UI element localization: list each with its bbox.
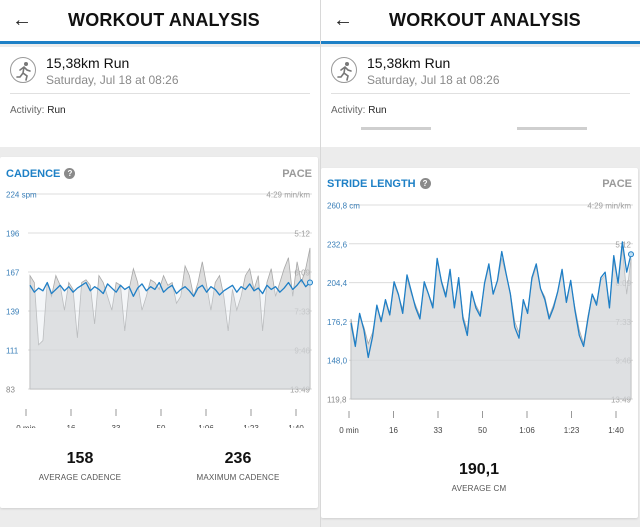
cutoff-text bbox=[361, 127, 431, 130]
y-right-tick-label: 13:49 bbox=[290, 386, 311, 395]
right-screen: ← WORKOUT ANALYSIS 15,38km Run Saturday,… bbox=[321, 0, 640, 527]
page-title: WORKOUT ANALYSIS bbox=[389, 10, 581, 30]
page-title: WORKOUT ANALYSIS bbox=[68, 10, 260, 30]
workout-summary: 15,38km Run Saturday, Jul 18 at 08:26 Ac… bbox=[321, 47, 640, 127]
y-left-tick-label: 224 spm bbox=[6, 191, 37, 200]
x-tick-label: 33 bbox=[434, 426, 443, 435]
running-person-icon bbox=[331, 57, 357, 83]
y-right-tick-label: 5:12 bbox=[615, 240, 631, 249]
previous-card-strip bbox=[321, 127, 640, 147]
activity-row: Activity: Run bbox=[10, 105, 66, 116]
y-left-tick-label: 83 bbox=[6, 386, 15, 395]
main-series-line bbox=[29, 279, 311, 297]
pace-toggle[interactable]: PACE bbox=[602, 178, 632, 190]
y-right-tick-label: 5:12 bbox=[294, 230, 310, 239]
cadence-title: CADENCE bbox=[6, 168, 61, 180]
average-cadence-value: 158 bbox=[66, 450, 94, 467]
x-tick-label: 1:06 bbox=[519, 426, 535, 435]
maximum-cadence-label: MAXIMUM CADENCE bbox=[196, 473, 280, 482]
y-left-tick-label: 204,4 bbox=[327, 279, 348, 288]
x-tick-label: 50 bbox=[157, 424, 166, 428]
arrow-left-icon[interactable]: ← bbox=[333, 9, 353, 31]
running-person-icon bbox=[10, 57, 36, 83]
y-left-tick-label: 176,2 bbox=[327, 318, 348, 327]
y-right-tick-label: 4:29 min/km bbox=[587, 202, 631, 211]
workout-summary: 15,38km Run Saturday, Jul 18 at 08:26 Ac… bbox=[0, 47, 320, 127]
x-tick-label: 1:40 bbox=[288, 424, 304, 428]
y-right-tick-label: 4:29 min/km bbox=[266, 191, 310, 200]
stride-title: STRIDE LENGTH bbox=[327, 178, 416, 190]
workout-date: Saturday, Jul 18 at 08:26 bbox=[46, 73, 179, 87]
x-tick-label: 33 bbox=[112, 424, 121, 428]
stride-length-card: STRIDE LENGTH? PACE 260,8 cm 4:29 min/km 2… bbox=[321, 168, 638, 518]
previous-card-strip bbox=[0, 127, 320, 147]
workout-name: 15,38km Run bbox=[367, 55, 451, 71]
maximum-cadence-stat: 236 MAXIMUM CADENCE bbox=[178, 450, 298, 482]
average-stride-label: AVERAGE CM bbox=[451, 484, 507, 493]
y-left-tick-label: 111 bbox=[6, 347, 19, 356]
series-end-marker bbox=[628, 251, 634, 258]
x-tick-label: 1:06 bbox=[198, 424, 214, 428]
main-series-line bbox=[350, 241, 632, 359]
x-tick-label: 0 min bbox=[339, 426, 359, 435]
y-left-tick-label: 167 bbox=[6, 269, 20, 278]
maximum-cadence-value: 236 bbox=[224, 450, 252, 467]
average-cadence-label: AVERAGE CADENCE bbox=[38, 473, 122, 482]
main-series-area bbox=[30, 279, 310, 389]
workout-name: 15,38km Run bbox=[46, 55, 130, 71]
stride-length-chart: 260,8 cm4:29 min/km232,65:12204,46:09176… bbox=[327, 202, 634, 435]
top-bar: ← WORKOUT ANALYSIS bbox=[321, 0, 640, 44]
y-left-tick-label: 232,6 bbox=[327, 240, 348, 249]
average-stride-value: 190,1 bbox=[458, 461, 500, 478]
divider bbox=[331, 93, 630, 94]
activity-row: Activity: Run bbox=[331, 105, 387, 116]
y-left-tick-label: 260,8 cm bbox=[327, 202, 360, 211]
card-title: CADENCE? bbox=[6, 168, 76, 180]
average-cadence-stat: 158 AVERAGE CADENCE bbox=[20, 450, 140, 482]
y-right-tick-label: 13:49 bbox=[611, 396, 632, 405]
left-screen: ← WORKOUT ANALYSIS 15,38km Run Saturday,… bbox=[0, 0, 320, 508]
arrow-left-icon[interactable]: ← bbox=[12, 9, 32, 31]
activity-value: Run bbox=[47, 105, 66, 116]
average-stride-stat: 190,1 AVERAGE CM bbox=[419, 461, 539, 493]
pace-series-area bbox=[29, 247, 311, 390]
y-left-tick-label: 196 bbox=[6, 230, 20, 239]
x-tick-label: 1:40 bbox=[608, 426, 624, 435]
y-left-tick-label: 139 bbox=[6, 308, 20, 317]
series-end-marker bbox=[307, 279, 313, 286]
x-tick-label: 16 bbox=[389, 426, 398, 435]
top-bar: ← WORKOUT ANALYSIS bbox=[0, 0, 320, 44]
card-title: STRIDE LENGTH? bbox=[327, 178, 431, 190]
y-left-tick-label: 148,0 bbox=[327, 357, 348, 366]
x-tick-label: 1:23 bbox=[564, 426, 580, 435]
help-icon[interactable]: ? bbox=[64, 168, 76, 179]
workout-date: Saturday, Jul 18 at 08:26 bbox=[367, 73, 500, 87]
x-tick-label: 50 bbox=[478, 426, 487, 435]
activity-value: Run bbox=[368, 105, 387, 116]
activity-label: Activity: bbox=[10, 105, 45, 116]
x-tick-label: 16 bbox=[67, 424, 76, 428]
pace-toggle[interactable]: PACE bbox=[282, 168, 312, 180]
divider bbox=[10, 93, 310, 94]
main-series-area bbox=[351, 241, 631, 399]
activity-label: Activity: bbox=[331, 105, 366, 116]
y-right-tick-label: 6:09 bbox=[294, 269, 310, 278]
y-left-tick-label: 119,8 bbox=[327, 396, 347, 405]
x-tick-label: 0 min bbox=[16, 424, 36, 428]
cutoff-text bbox=[517, 127, 587, 130]
cadence-card: CADENCE? PACE 224 spm 4:29 min/km 196 5:12 1… bbox=[0, 157, 318, 508]
screen-divider bbox=[320, 0, 321, 527]
help-icon[interactable]: ? bbox=[419, 178, 431, 189]
x-tick-label: 1:23 bbox=[243, 424, 259, 428]
